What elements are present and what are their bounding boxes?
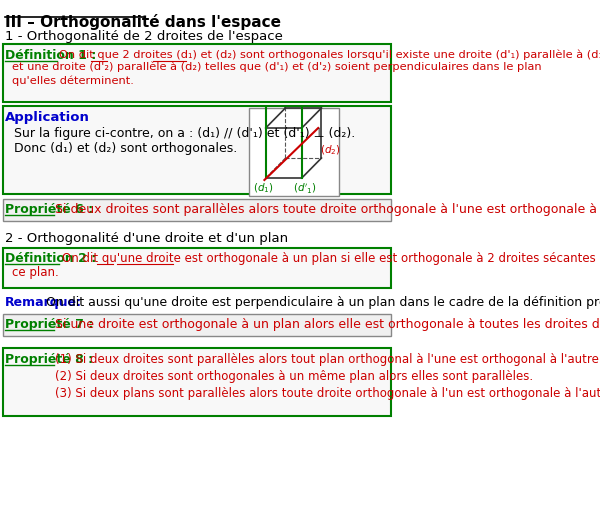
Text: 1 - Orthogonalité de 2 droites de l'espace: 1 - Orthogonalité de 2 droites de l'espa…	[5, 30, 283, 43]
Text: Définition 1 :: Définition 1 :	[5, 49, 97, 62]
Text: Définition 2 :: Définition 2 :	[5, 252, 97, 265]
Text: (1) Si deux droites sont parallèles alors tout plan orthogonal à l'une est ortho: (1) Si deux droites sont parallèles alor…	[55, 353, 600, 366]
Text: $(d_2)$: $(d_2)$	[320, 143, 341, 157]
FancyBboxPatch shape	[2, 348, 391, 416]
Text: Propriété 6 :: Propriété 6 :	[5, 203, 94, 216]
Text: (2) Si deux droites sont orthogonales à un même plan alors elles sont parallèles: (2) Si deux droites sont orthogonales à …	[55, 370, 533, 383]
FancyBboxPatch shape	[250, 108, 338, 196]
Text: $(d'_1)$: $(d'_1)$	[293, 181, 317, 195]
Text: On dit aussi qu'une droite est perpendiculaire à un plan dans le cadre de la déf: On dit aussi qu'une droite est perpendic…	[46, 296, 600, 309]
FancyBboxPatch shape	[2, 106, 391, 194]
Text: Application: Application	[5, 111, 90, 124]
Text: Sur la figure ci-contre, on a : (d₁) // (d'₁) et (d'₁) ⊥ (d₂).: Sur la figure ci-contre, on a : (d₁) // …	[14, 127, 356, 140]
FancyBboxPatch shape	[2, 314, 391, 336]
Text: Propriété 8 :: Propriété 8 :	[5, 353, 94, 366]
Text: Propriété 7 :: Propriété 7 :	[5, 318, 94, 331]
Text: qu'elles déterminent.: qu'elles déterminent.	[12, 75, 134, 85]
Text: (3) Si deux plans sont parallèles alors toute droite orthogonale à l'un est orth: (3) Si deux plans sont parallèles alors …	[55, 387, 600, 400]
FancyBboxPatch shape	[2, 44, 391, 102]
Text: Si une droite est orthogonale à un plan alors elle est orthogonale à toutes les : Si une droite est orthogonale à un plan …	[55, 318, 600, 331]
Text: Donc (d₁) et (d₂) sont orthogonales.: Donc (d₁) et (d₂) sont orthogonales.	[14, 142, 238, 155]
Text: et une droite (d'₂) parallèle à (d₂) telles que (d'₁) et (d'₂) soient perpendicu: et une droite (d'₂) parallèle à (d₂) tel…	[12, 62, 541, 72]
Text: Remarque:: Remarque:	[5, 296, 82, 309]
Text: 2 - Orthogonalité d'une droite et d'un plan: 2 - Orthogonalité d'une droite et d'un p…	[5, 232, 289, 245]
Text: ce plan.: ce plan.	[12, 266, 59, 279]
FancyBboxPatch shape	[2, 199, 391, 221]
Text: On dit qu'une droite est orthogonale à un plan si elle est orthogonale à 2 droit: On dit qu'une droite est orthogonale à u…	[62, 252, 600, 265]
Text: On dit que 2 droites (d₁) et (d₂) sont orthogonales lorsqu'il existe une droite : On dit que 2 droites (d₁) et (d₂) sont o…	[59, 49, 600, 59]
Text: $(d_1)$: $(d_1)$	[253, 181, 274, 194]
FancyBboxPatch shape	[2, 248, 391, 288]
Text: Si deux droites sont parallèles alors toute droite orthogonale à l'une est ortho: Si deux droites sont parallèles alors to…	[55, 203, 600, 216]
Text: III – Orthogonalité dans l'espace: III – Orthogonalité dans l'espace	[5, 14, 281, 30]
